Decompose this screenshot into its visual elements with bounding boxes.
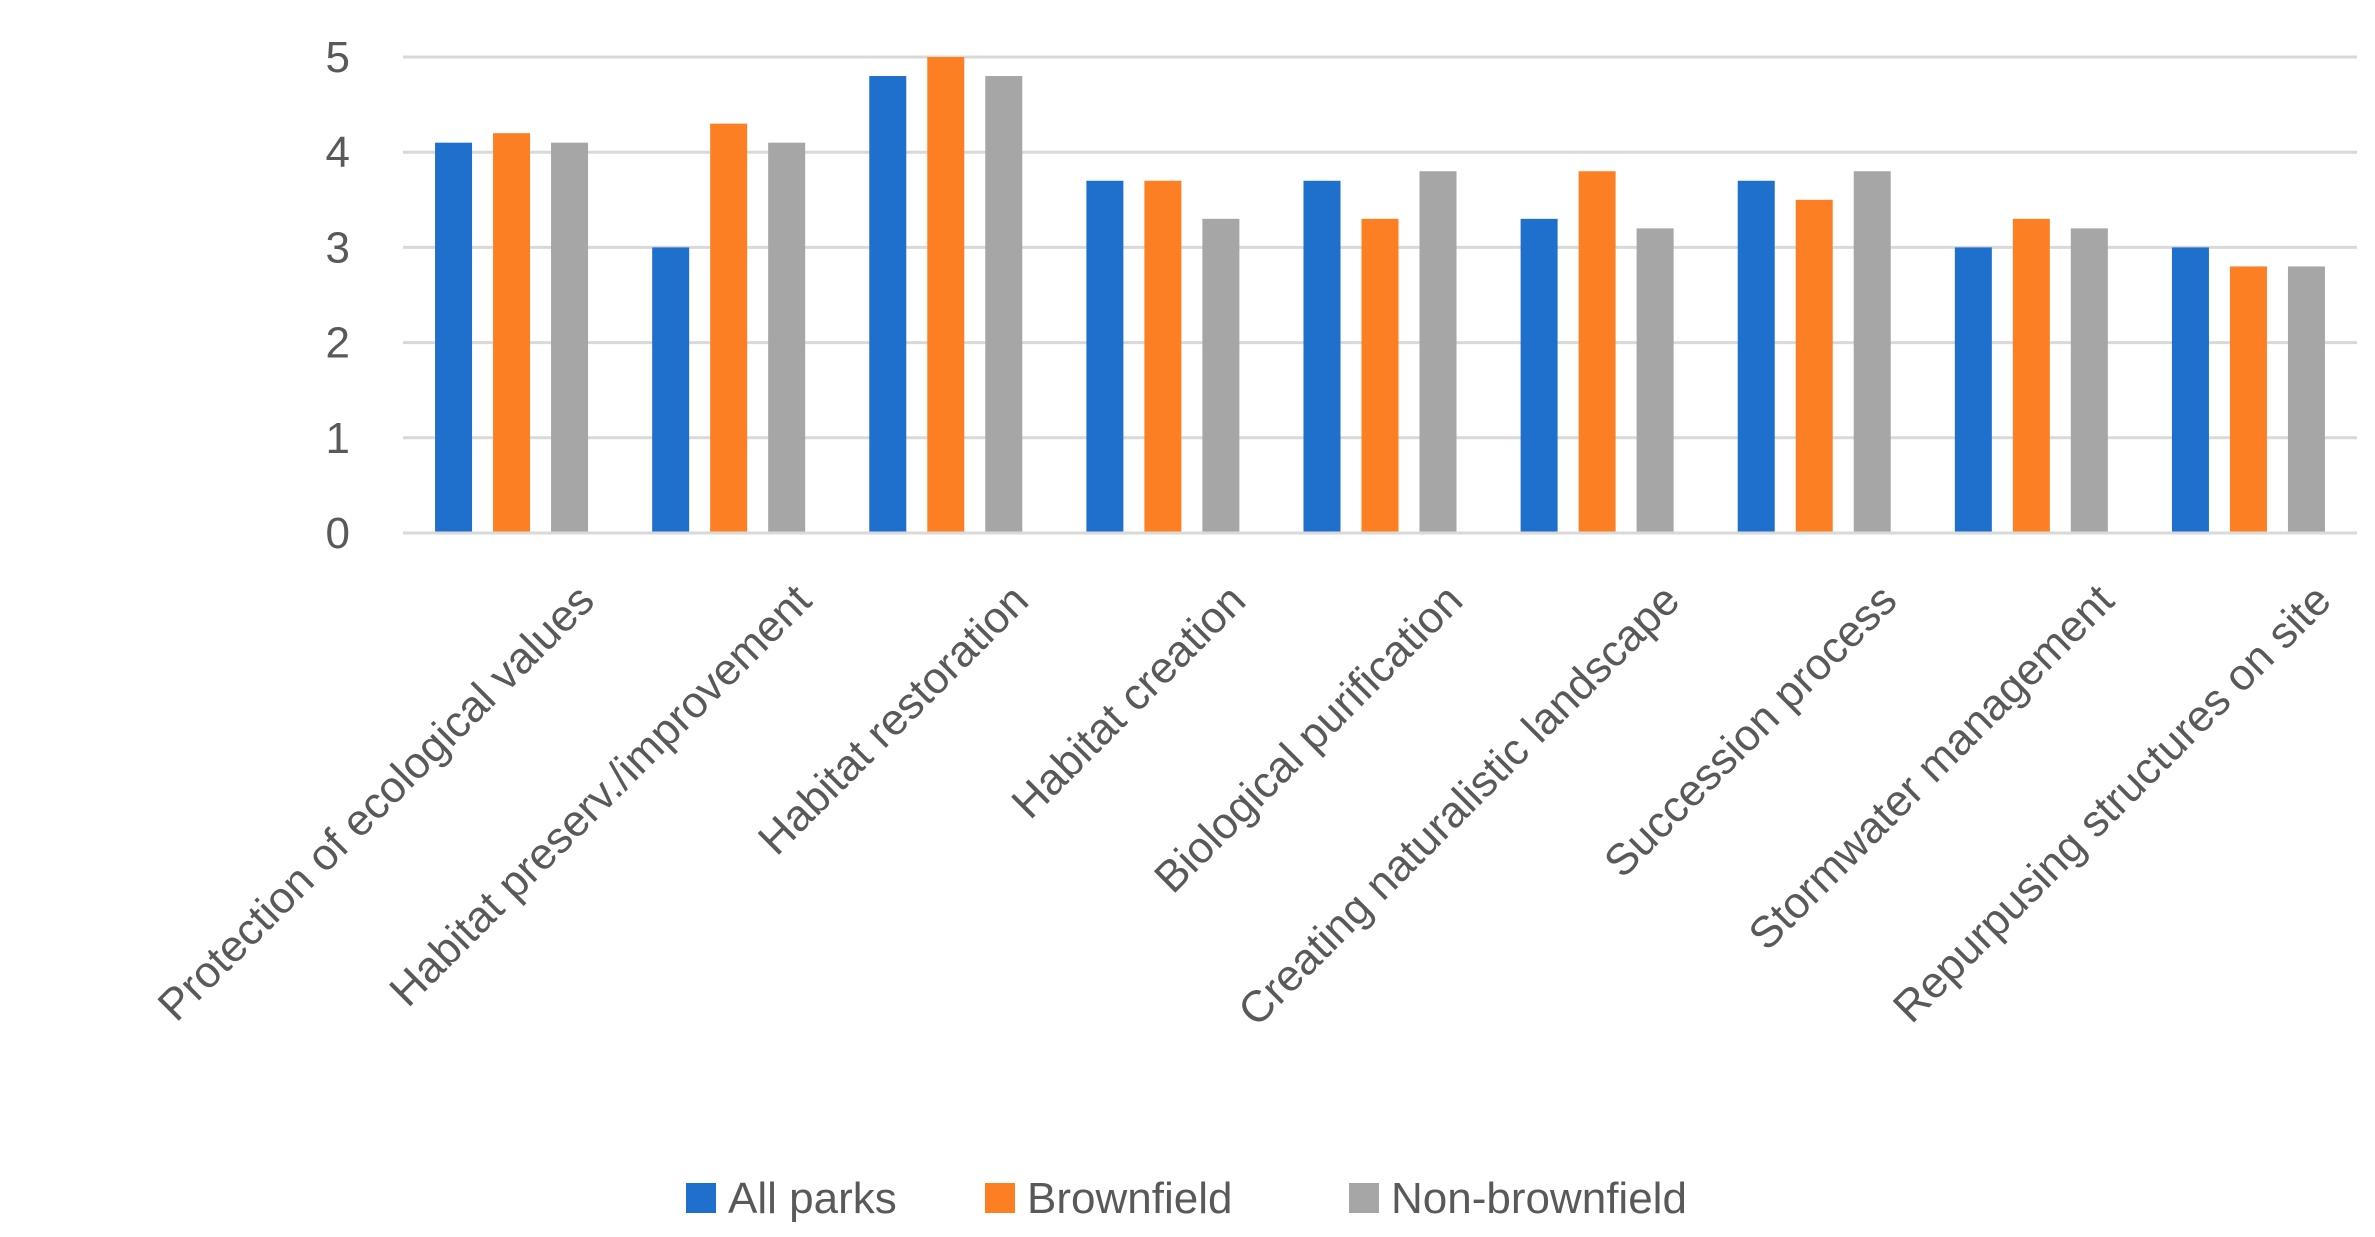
bar-non-brownfield	[985, 76, 1023, 533]
legend-label: Brownfield	[1027, 1174, 1232, 1223]
bar-all-parks	[435, 142, 473, 533]
y-tick-label: 5	[326, 33, 350, 82]
legend-swatch	[1349, 1183, 1379, 1213]
bar-brownfield	[1361, 218, 1399, 533]
bar-all-parks	[1737, 180, 1775, 533]
category-label: Repurpusing structures on site	[1884, 575, 2341, 1032]
legend-label: All parks	[728, 1174, 897, 1223]
category-label: Creating naturalistic landscape	[1229, 575, 1689, 1035]
legend-swatch	[686, 1183, 716, 1213]
bar-non-brownfield	[551, 142, 589, 533]
bar-brownfield	[927, 57, 965, 533]
bar-all-parks	[1520, 218, 1558, 533]
bar-brownfield	[1795, 199, 1833, 534]
bar-brownfield	[1144, 180, 1182, 533]
bar-brownfield	[493, 133, 531, 533]
bars	[435, 57, 2325, 534]
bar-brownfield	[710, 123, 748, 533]
bar-all-parks	[1303, 180, 1341, 533]
category-label: Habitat creation	[1002, 575, 1255, 828]
bar-brownfield	[1578, 171, 1616, 534]
category-label: Protection of ecological values	[149, 575, 604, 1030]
bar-non-brownfield	[2070, 228, 2108, 534]
y-tick-label: 0	[326, 509, 350, 558]
category-label: Habitat preserv./improvement	[380, 575, 820, 1015]
legend: All parks Brownfield Non-brownfield	[686, 1174, 1687, 1223]
bar-all-parks	[869, 76, 907, 533]
bar-non-brownfield	[768, 142, 806, 533]
y-tick-label: 2	[326, 319, 350, 368]
bar-all-parks	[1954, 247, 1992, 533]
bar-non-brownfield	[1202, 218, 1240, 533]
y-tick-label: 1	[326, 414, 350, 463]
bar-non-brownfield	[1636, 228, 1674, 534]
bar-non-brownfield	[1853, 171, 1891, 534]
bar-brownfield	[2012, 218, 2050, 533]
y-tick-label: 3	[326, 223, 350, 272]
bar-brownfield	[2229, 266, 2267, 533]
bar-all-parks	[1086, 180, 1124, 533]
y-tick-label: 4	[326, 128, 350, 177]
category-label: Stormwater management	[1739, 575, 2123, 959]
legend-swatch	[985, 1183, 1015, 1213]
bar-all-parks	[2171, 247, 2209, 533]
bar-non-brownfield	[1419, 171, 1457, 534]
bar-all-parks	[652, 247, 690, 533]
bar-non-brownfield	[2287, 266, 2325, 533]
legend-label: Non-brownfield	[1391, 1174, 1687, 1223]
y-axis-ticks: 0 1 2 3 4 5	[326, 33, 350, 558]
